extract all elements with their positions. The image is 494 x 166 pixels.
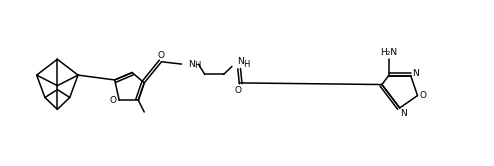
Text: O: O	[158, 51, 165, 60]
Text: N: N	[189, 60, 195, 69]
Text: N: N	[237, 57, 244, 66]
Text: N: N	[400, 109, 407, 118]
Text: O: O	[420, 91, 427, 100]
Text: O: O	[235, 86, 242, 95]
Text: N: N	[412, 69, 419, 78]
Text: H₂N: H₂N	[380, 48, 397, 57]
Text: H: H	[243, 60, 249, 69]
Text: O: O	[110, 96, 117, 105]
Text: H: H	[195, 61, 201, 71]
